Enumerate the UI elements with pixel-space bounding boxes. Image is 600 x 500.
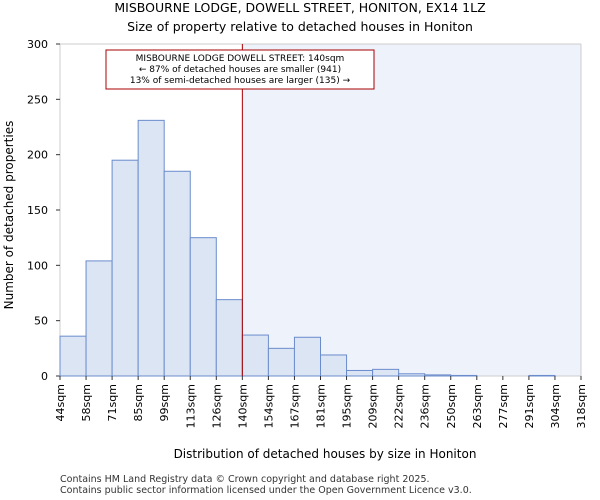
x-tick-label: 154sqm [262, 384, 275, 428]
histogram-bar [372, 368, 400, 377]
x-tick-label: 126sqm [210, 384, 223, 428]
x-tick-label: 222sqm [393, 384, 406, 428]
x-tick-label: 113sqm [184, 384, 197, 428]
histogram-bar [59, 335, 87, 377]
y-tick-label: 200 [27, 149, 48, 162]
histogram-bar [241, 334, 269, 377]
x-tick-label: 167sqm [288, 384, 301, 428]
x-tick-label: 236sqm [419, 384, 432, 428]
histogram-bar [267, 347, 295, 377]
histogram-bar [293, 336, 322, 377]
annotation-box [105, 49, 375, 90]
x-tick-label: 277sqm [497, 384, 510, 428]
histogram-bar [111, 159, 139, 377]
histogram-bar [528, 374, 556, 377]
x-tick-label: 181sqm [315, 384, 328, 428]
x-tick-label: 85sqm [132, 384, 145, 421]
x-axis-label: Distribution of detached houses by size … [174, 447, 477, 461]
highlight-region [242, 44, 581, 376]
annotation-line-2: ← 87% of detached houses are smaller (94… [139, 65, 341, 75]
y-tick-label: 250 [27, 93, 48, 106]
x-tick-label: 263sqm [471, 384, 484, 428]
histogram-bar [398, 373, 426, 377]
histogram-bar [215, 299, 243, 377]
footer-credit-line1: Contains HM Land Registry data © Crown c… [60, 474, 430, 485]
histogram-bar [137, 119, 165, 377]
y-tick-label: 150 [27, 204, 48, 217]
chart-subtitle: Size of property relative to detached ho… [127, 19, 473, 34]
y-tick-label: 0 [41, 370, 48, 383]
x-tick-label: 318sqm [575, 384, 588, 428]
x-tick-label: 44sqm [54, 384, 67, 421]
x-tick-label: 250sqm [445, 384, 458, 428]
x-tick-label: 71sqm [106, 384, 119, 421]
annotation-line-3: 13% of semi-detached houses are larger (… [130, 76, 351, 86]
y-tick-label: 300 [27, 38, 48, 51]
y-axis-label: Number of detached properties [2, 121, 16, 310]
x-tick-label: 304sqm [549, 384, 562, 428]
histogram-bar [320, 354, 348, 377]
histogram-bar [346, 369, 374, 377]
histogram-bar [163, 170, 191, 377]
plot-area: 0 50 100 150 200 250 300 44sqm 58sqm 71sqm 85sqm 99… [27, 38, 588, 428]
y-tick-label: 50 [34, 315, 48, 328]
x-tick-label: 209sqm [367, 384, 380, 428]
x-tick-label: 140sqm [236, 384, 249, 428]
x-tick-label: 58sqm [80, 384, 93, 421]
x-tick-label: 195sqm [341, 384, 354, 428]
histogram-bar [189, 237, 217, 377]
annotation-line-1: MISBOURNE LODGE DOWELL STREET: 140sqm [136, 54, 345, 64]
histogram-bar [450, 374, 478, 377]
histogram-bar [424, 374, 452, 377]
y-tick-label: 100 [27, 259, 48, 272]
x-tick-label: 291sqm [523, 384, 536, 428]
footer-credit-line2: Contains public sector information licen… [60, 485, 472, 496]
chart-title: MISBOURNE LODGE, DOWELL STREET, HONITON,… [114, 0, 485, 15]
histogram-bar [85, 260, 113, 377]
x-tick-label: 99sqm [158, 384, 171, 421]
